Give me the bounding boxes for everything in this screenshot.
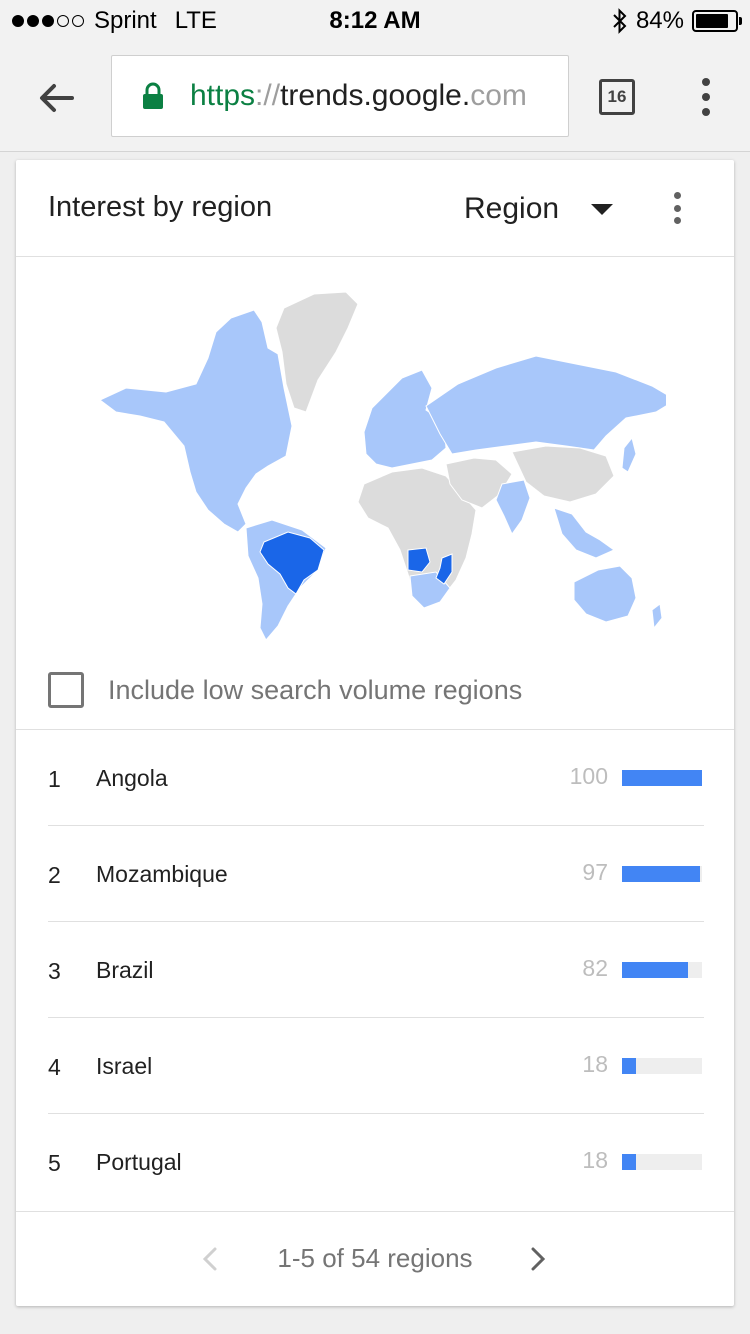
map-southeast-asia[interactable] xyxy=(553,507,616,559)
region-rank: 3 xyxy=(48,958,61,984)
region-bar-fill xyxy=(622,1058,637,1074)
region-name: Israel xyxy=(96,1053,153,1079)
lock-icon xyxy=(142,82,164,110)
map-russia[interactable] xyxy=(425,355,666,455)
map-brazil[interactable] xyxy=(259,531,325,595)
region-name: Brazil xyxy=(96,957,154,983)
dropdown-caret-icon xyxy=(591,203,614,215)
tab-switcher-button[interactable]: 16 xyxy=(599,79,635,115)
status-right: 84% xyxy=(612,7,742,35)
region-rank: 1 xyxy=(48,766,61,792)
region-dropdown[interactable]: Region xyxy=(464,192,614,226)
network-type: LTE xyxy=(174,7,217,34)
browser-menu-icon[interactable] xyxy=(700,78,712,116)
region-bar xyxy=(622,1154,702,1170)
region-bar-fill xyxy=(622,962,688,978)
card-title: Interest by region xyxy=(48,191,273,223)
low-volume-checkbox[interactable] xyxy=(48,672,84,708)
carrier-name: Sprint xyxy=(94,7,157,34)
map-new-zealand[interactable] xyxy=(651,603,663,630)
map-east-asia[interactable] xyxy=(511,445,615,503)
region-value: 18 xyxy=(582,1147,608,1173)
region-value: 82 xyxy=(582,955,608,981)
status-bar: Sprint LTE 8:12 AM 84% xyxy=(0,0,750,40)
region-bar-fill xyxy=(622,866,700,882)
region-row[interactable]: 4 Israel 18 xyxy=(48,1018,704,1114)
url-tld: com xyxy=(470,79,527,112)
interest-by-region-card: Interest by region Region xyxy=(16,160,734,1306)
low-volume-option[interactable]: Include low search volume regions xyxy=(48,672,522,708)
region-bar xyxy=(622,866,702,882)
map-angola[interactable] xyxy=(407,547,431,573)
low-volume-label: Include low search volume regions xyxy=(108,674,523,705)
battery-percent: 84% xyxy=(635,7,684,34)
region-bar xyxy=(622,1058,702,1074)
region-list: 1 Angola 100 2 Mozambique 97 3 Brazil 82… xyxy=(16,729,734,1210)
region-row[interactable]: 1 Angola 100 xyxy=(48,730,704,826)
region-value: 100 xyxy=(569,763,608,789)
card-header: Interest by region Region xyxy=(16,160,734,257)
url-text: https://trends.google.com xyxy=(190,79,527,113)
region-dropdown-label: Region xyxy=(464,192,560,225)
url-separator: :// xyxy=(255,79,281,112)
world-map[interactable] xyxy=(96,288,666,648)
region-row[interactable]: 3 Brazil 82 xyxy=(48,922,704,1018)
address-bar[interactable]: https://trends.google.com xyxy=(111,55,569,137)
map-india[interactable] xyxy=(495,479,531,536)
region-row[interactable]: 2 Mozambique 97 xyxy=(48,826,704,922)
region-rank: 4 xyxy=(48,1054,61,1080)
region-row[interactable]: 5 Portugal 18 xyxy=(48,1114,704,1210)
url-scheme: https xyxy=(190,79,256,112)
region-bar-fill xyxy=(622,770,702,786)
region-name: Portugal xyxy=(96,1149,182,1175)
signal-strength-icon xyxy=(12,15,84,27)
region-bar xyxy=(622,962,702,978)
region-name: Angola xyxy=(96,765,168,791)
browser-toolbar: https://trends.google.com 16 xyxy=(0,40,750,152)
region-value: 97 xyxy=(582,859,608,885)
region-rank: 5 xyxy=(48,1150,61,1176)
pagination: 1-5 of 54 regions xyxy=(16,1211,734,1306)
region-bar xyxy=(622,770,702,786)
previous-page-icon[interactable] xyxy=(198,1244,222,1274)
region-rank: 2 xyxy=(48,862,61,888)
map-mozambique[interactable] xyxy=(435,553,453,585)
region-bar-fill xyxy=(622,1154,637,1170)
region-name: Mozambique xyxy=(96,861,228,887)
bluetooth-icon xyxy=(613,8,627,34)
battery-icon xyxy=(692,10,742,32)
map-greenland[interactable] xyxy=(275,291,359,413)
url-host: trends.google. xyxy=(280,79,471,112)
next-page-icon[interactable] xyxy=(526,1244,550,1274)
map-japan[interactable] xyxy=(621,436,637,473)
map-australia[interactable] xyxy=(573,565,637,623)
map-north-america[interactable] xyxy=(99,309,293,533)
card-menu-icon[interactable] xyxy=(672,192,682,224)
pagination-label: 1-5 of 54 regions xyxy=(277,1243,473,1273)
region-value: 18 xyxy=(582,1051,608,1077)
tab-count: 16 xyxy=(607,87,627,106)
back-arrow-icon[interactable] xyxy=(32,74,80,122)
status-left: Sprint LTE xyxy=(12,7,217,35)
